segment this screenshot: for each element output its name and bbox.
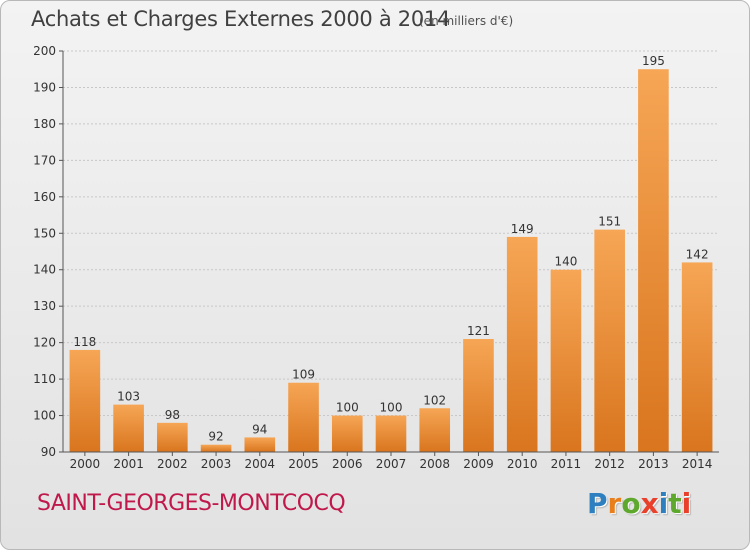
x-tick-label-2004: 2004 [245, 457, 276, 471]
x-tick-label-2007: 2007 [376, 457, 407, 471]
data-label-2000: 118 [73, 335, 96, 349]
axes [59, 50, 719, 456]
data-label-2003: 92 [208, 430, 223, 444]
bar-2003 [200, 444, 232, 452]
chart-title: Achats et Charges Externes 2000 à 2014 [31, 7, 451, 31]
x-tick-label-2000: 2000 [70, 457, 101, 471]
x-tick-label-2005: 2005 [288, 457, 319, 471]
logo-letter: o [621, 487, 641, 520]
y-tick-label: 130 [33, 299, 56, 313]
logo-letter: t [668, 487, 682, 520]
y-tick-label: 150 [33, 226, 56, 240]
commune-name: SAINT-GEORGES-MONTCOCQ [37, 491, 346, 516]
data-label-2004: 94 [252, 422, 267, 436]
y-tick-label: 100 [33, 409, 56, 423]
data-label-2012: 151 [598, 215, 621, 229]
bar-2002 [157, 422, 188, 452]
x-tick-label-2002: 2002 [157, 457, 188, 471]
data-label-2008: 102 [423, 393, 446, 407]
data-label-2009: 121 [467, 324, 490, 338]
y-tick-label: 120 [33, 336, 56, 350]
data-label-2002: 98 [165, 408, 180, 422]
data-label-2014: 142 [686, 247, 709, 261]
bar-2010 [506, 236, 538, 452]
y-tick-label: 180 [33, 117, 56, 131]
bar-2000 [69, 349, 101, 452]
x-tick-label-2014: 2014 [682, 457, 713, 471]
chart-unit: (en milliers d'€) [419, 14, 514, 28]
bar-2008 [419, 408, 451, 452]
data-label-2005: 109 [292, 368, 315, 382]
x-tick-label-2008: 2008 [419, 457, 450, 471]
x-tick-label-2003: 2003 [201, 457, 232, 471]
bar-2001 [113, 404, 144, 452]
bar-2009 [463, 338, 494, 452]
logo-letter: P [587, 487, 608, 520]
data-label-2013: 195 [642, 54, 665, 68]
data-label-2001: 103 [117, 390, 140, 404]
x-tick-label-2012: 2012 [594, 457, 625, 471]
proxiti-logo: Proxiti [587, 487, 691, 520]
y-tick-label: 200 [33, 44, 56, 58]
data-label-2006: 100 [336, 401, 359, 415]
data-label-2011: 140 [554, 255, 577, 269]
bar-2005 [288, 382, 319, 452]
x-tick-label-2009: 2009 [463, 457, 494, 471]
data-label-2010: 149 [511, 222, 534, 236]
bar-2007 [375, 415, 407, 452]
bar-2004 [244, 437, 276, 452]
y-tick-label: 190 [33, 80, 56, 94]
y-tick-label: 160 [33, 190, 56, 204]
x-tick-label-2011: 2011 [551, 457, 582, 471]
y-tick-label: 90 [41, 445, 56, 459]
y-tick-label: 110 [33, 372, 56, 386]
x-tick-label-2013: 2013 [638, 457, 669, 471]
bars [69, 69, 713, 453]
data-label-2007: 100 [380, 401, 403, 415]
bar-2013 [638, 69, 669, 453]
y-tick-label: 170 [33, 153, 56, 167]
bar-2014 [681, 262, 713, 452]
logo-letter: i [681, 487, 692, 520]
bar-2011 [550, 269, 582, 452]
labels: 90 100 110 120 130 140 150 160 170 180 190 200 118 20… [33, 44, 712, 471]
logo-letter: r [607, 487, 622, 520]
bar-2006 [331, 415, 363, 452]
bar-2012 [594, 229, 625, 452]
logo-letter: i [658, 487, 669, 520]
x-tick-label-2010: 2010 [507, 457, 538, 471]
x-tick-label-2006: 2006 [332, 457, 363, 471]
logo-letter: x [640, 487, 659, 520]
y-tick-label: 140 [33, 263, 56, 277]
x-tick-label-2001: 2001 [113, 457, 144, 471]
